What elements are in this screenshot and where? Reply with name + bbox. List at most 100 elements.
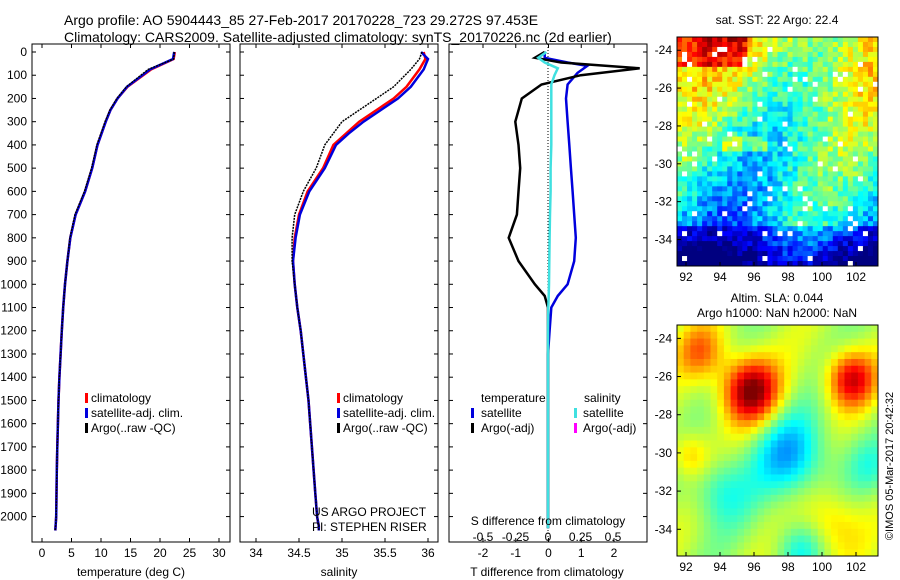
sst-cell xyxy=(787,156,794,163)
sla-cell xyxy=(717,426,725,435)
sst-cell xyxy=(787,41,794,48)
sst-cell xyxy=(842,176,849,182)
sst-cell xyxy=(802,56,809,63)
sla-cell xyxy=(744,440,752,448)
sst-cell xyxy=(677,226,683,232)
sst-cell xyxy=(807,166,814,173)
sst-cell xyxy=(842,71,849,78)
sst-cell xyxy=(787,256,794,262)
sst-cell xyxy=(682,221,688,227)
sst-cell xyxy=(812,236,819,242)
sst-cell xyxy=(857,201,864,207)
sst-cell xyxy=(727,191,733,197)
sla-cell xyxy=(851,331,859,340)
sst-cell xyxy=(787,246,794,252)
sla-cell xyxy=(837,352,846,360)
sst-cell xyxy=(777,91,784,98)
sst-cell xyxy=(757,91,764,98)
sst-cell xyxy=(762,231,769,237)
sst-cell xyxy=(852,106,859,113)
sst-cell xyxy=(692,146,698,153)
sla-cell xyxy=(737,399,745,408)
sst-cell xyxy=(832,176,839,182)
sla-cell xyxy=(844,447,852,455)
sla-cell xyxy=(697,549,705,556)
sst-cell xyxy=(707,96,713,103)
sst-cell xyxy=(737,91,743,98)
sst-cell xyxy=(767,186,774,192)
sst-cell xyxy=(847,211,854,217)
sst-cell xyxy=(722,196,728,202)
sst-cell xyxy=(702,171,708,177)
sst-cell xyxy=(742,161,748,168)
sst-cell xyxy=(802,131,809,138)
sla-cell xyxy=(837,549,846,556)
sst-cell xyxy=(697,136,703,143)
sla-cell xyxy=(817,501,825,510)
sst-cell xyxy=(807,181,814,187)
sst-cell xyxy=(842,196,849,202)
sla-cell xyxy=(723,447,732,455)
sla-cell xyxy=(770,460,779,469)
sla-cell xyxy=(864,501,872,510)
sst-cell xyxy=(777,241,784,247)
sst-cell xyxy=(687,131,693,138)
sst-cell xyxy=(712,166,718,173)
sla-cell xyxy=(857,392,866,401)
sla-cell xyxy=(703,345,712,353)
sst-cell xyxy=(767,41,774,48)
sla-cell xyxy=(723,420,732,428)
sla-cell xyxy=(851,508,859,516)
sla-cell xyxy=(730,454,738,462)
sst-cell xyxy=(812,151,819,158)
sla-cell xyxy=(710,325,718,333)
sst-cell xyxy=(802,186,809,192)
sla-cell xyxy=(844,501,852,510)
sla-cell xyxy=(831,406,839,414)
sst-cell xyxy=(717,126,723,133)
sst-cell xyxy=(802,126,809,133)
sla-cell xyxy=(677,379,685,387)
sst-cell xyxy=(717,146,723,153)
sst-cell xyxy=(837,216,844,222)
sla-cell xyxy=(723,331,732,340)
sla-cell xyxy=(790,352,799,360)
sst-cell xyxy=(772,236,779,242)
sla-cell xyxy=(837,358,846,367)
sst-cell xyxy=(872,226,878,232)
sst-cell xyxy=(827,136,834,143)
sla-cell xyxy=(857,352,866,360)
sla-cell xyxy=(717,494,725,503)
sst-cell xyxy=(742,56,748,63)
sla-cell xyxy=(737,474,745,482)
sst-cell xyxy=(807,41,814,48)
sla-cell xyxy=(817,386,825,394)
sst-cell xyxy=(727,76,733,83)
sst-cell xyxy=(742,251,748,257)
sst-cell xyxy=(722,141,728,148)
sst-cell xyxy=(767,146,774,153)
sst-cell xyxy=(757,176,764,182)
sst-cell xyxy=(767,56,774,63)
sst-cell xyxy=(817,46,824,53)
sla-cell xyxy=(744,528,752,537)
sst-cell xyxy=(772,61,779,68)
sst-cell xyxy=(792,231,799,237)
sst-cell xyxy=(757,37,764,43)
sla-cell xyxy=(737,447,745,455)
sst-cell xyxy=(787,216,794,222)
sst-cell xyxy=(717,111,723,118)
sst-cell xyxy=(692,201,698,207)
sst-cell xyxy=(737,161,743,168)
sst-cell xyxy=(707,166,713,173)
sla-cell xyxy=(797,515,805,523)
sst-cell xyxy=(777,256,784,262)
sst-cell xyxy=(817,106,824,113)
sst-cell xyxy=(727,141,733,148)
sst-cell xyxy=(737,141,743,148)
sst-cell xyxy=(792,46,799,53)
sst-cell xyxy=(717,86,723,93)
sst-cell xyxy=(852,246,859,252)
sst-cell xyxy=(837,201,844,207)
sla-cell xyxy=(750,474,758,482)
